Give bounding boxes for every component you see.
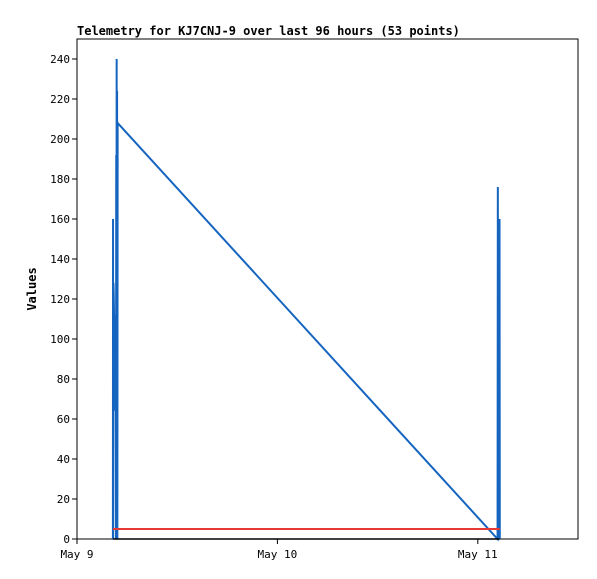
x-tick-label: May 9 [60,548,93,561]
y-tick-label: 100 [50,333,70,346]
y-tick-label: 180 [50,173,70,186]
x-tick-label: May 10 [258,548,298,561]
y-tick-label: 220 [50,93,70,106]
x-axis-ticks: May 9 May 10 May 11 [60,539,498,561]
y-tick-label: 140 [50,253,70,266]
y-tick-label: 40 [57,453,70,466]
y-tick-label: 80 [57,373,70,386]
x-tick-label: May 11 [458,548,498,561]
y-tick-label: 200 [50,133,70,146]
y-tick-label: 20 [57,493,70,506]
series-line-1 [111,58,501,542]
y-tick-label: 60 [57,413,70,426]
chart-title: Telemetry for KJ7CNJ-9 over last 96 hour… [77,24,460,38]
plot-frame [76,38,579,540]
y-axis-ticks: 0 20 40 60 80 100 120 140 160 180 200 220 240 [50,53,77,546]
series-layer [111,58,501,542]
y-tick-label: 0 [63,533,70,546]
y-axis-title: Values [25,267,39,310]
y-tick-label: 240 [50,53,70,66]
y-tick-label: 160 [50,213,70,226]
y-tick-label: 120 [50,293,70,306]
